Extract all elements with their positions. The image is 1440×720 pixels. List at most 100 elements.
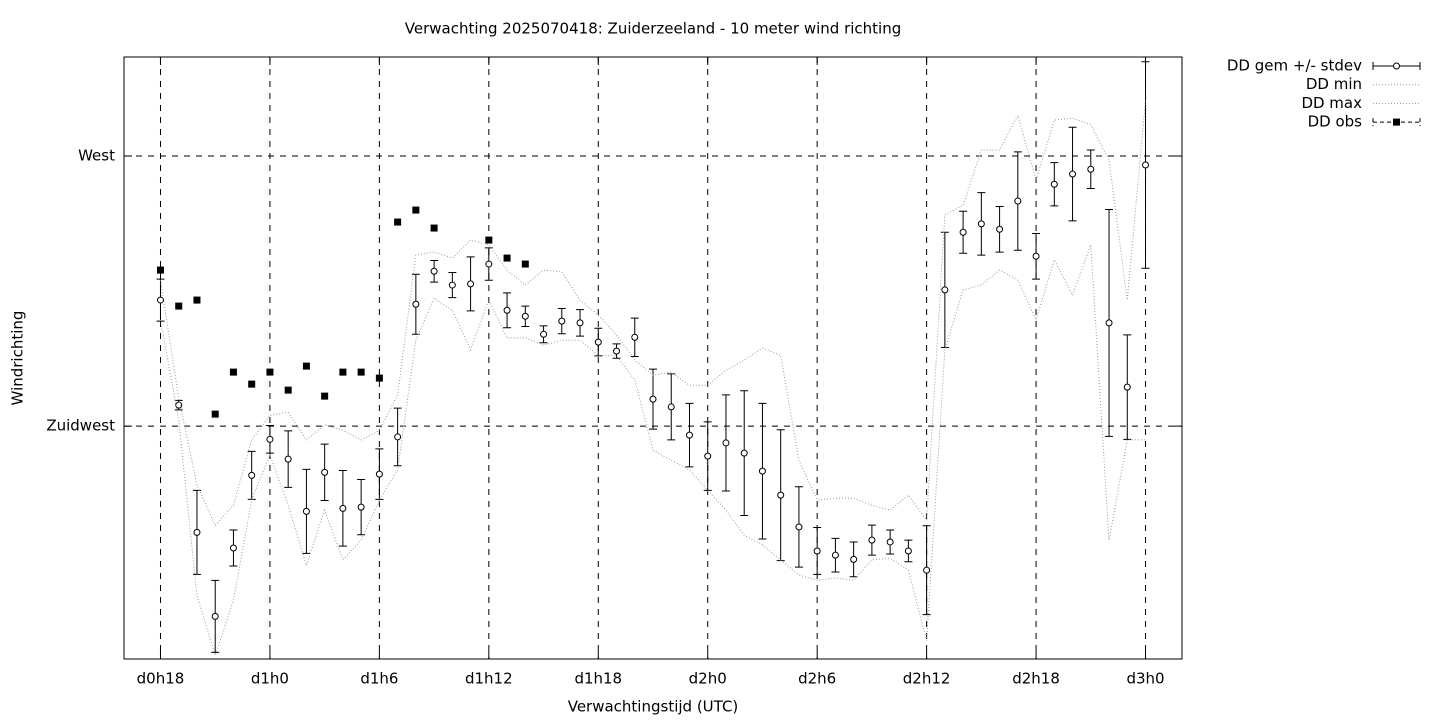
mean-marker (321, 468, 329, 476)
chart-title: Verwachting 2025070418: Zuiderzeeland - … (405, 20, 901, 38)
mean-marker (357, 503, 365, 511)
legend-label: DD obs (1308, 113, 1363, 131)
legend-sample (1393, 62, 1400, 70)
mean-marker (613, 347, 621, 355)
x-tick-label: d1h18 (574, 670, 622, 688)
x-tick-label: d1h12 (465, 670, 513, 688)
x-tick-label: d2h6 (798, 670, 836, 688)
obs-marker (193, 296, 201, 304)
mean-marker (467, 280, 475, 288)
legend-label: DD min (1306, 75, 1362, 93)
x-tick-label: d1h6 (360, 670, 398, 688)
mean-marker (631, 333, 639, 341)
mean-marker (448, 281, 456, 289)
mean-marker (394, 433, 402, 441)
mean-marker (740, 449, 748, 457)
mean-marker (649, 395, 657, 403)
obs-marker (521, 260, 529, 268)
mean-marker (959, 228, 967, 236)
mean-marker (977, 220, 985, 228)
mean-marker (175, 401, 183, 409)
obs-marker (375, 374, 383, 382)
mean-marker (284, 455, 292, 463)
x-axis-label: Verwachtingstijd (UTC) (568, 698, 739, 716)
mean-marker (594, 338, 602, 346)
mean-marker (685, 431, 693, 439)
mean-marker (1105, 319, 1113, 327)
legend-label: DD gem +/- stdev (1227, 57, 1362, 75)
mean-marker (375, 470, 383, 478)
mean-marker (229, 544, 237, 552)
obs-marker (503, 254, 511, 262)
mean-marker (248, 471, 256, 479)
mean-marker (540, 330, 548, 338)
mean-marker (485, 260, 493, 268)
mean-marker (156, 296, 164, 304)
obs-marker (485, 236, 493, 244)
obs-marker (266, 368, 274, 376)
mean-marker (704, 452, 712, 460)
obs-marker (357, 368, 365, 376)
mean-marker (1032, 252, 1040, 260)
mean-marker (850, 555, 858, 563)
mean-marker (722, 439, 730, 447)
mean-marker (302, 507, 310, 515)
legend-label: DD max (1301, 94, 1362, 112)
mean-marker (886, 538, 894, 546)
mean-marker (558, 317, 566, 325)
x-tick-label: d1h0 (251, 670, 289, 688)
obs-marker (430, 224, 438, 232)
mean-marker (777, 491, 785, 499)
mean-marker (503, 306, 511, 314)
mean-marker (412, 300, 420, 308)
mean-marker (941, 286, 949, 294)
mean-marker (1142, 161, 1150, 169)
mean-marker (211, 612, 219, 620)
obs-marker (394, 218, 402, 226)
mean-marker (1069, 170, 1077, 178)
obs-marker (302, 362, 310, 370)
mean-marker (831, 551, 839, 559)
mean-marker (339, 504, 347, 512)
x-tick-label: d0h18 (137, 670, 185, 688)
obs-marker (412, 206, 420, 214)
obs-marker (339, 368, 347, 376)
mean-marker (758, 467, 766, 475)
mean-marker (1050, 180, 1058, 188)
mean-marker (521, 312, 529, 320)
obs-marker (156, 266, 164, 274)
obs-marker (175, 302, 183, 310)
dotted-line (159, 100, 1147, 527)
obs-marker (284, 386, 292, 394)
mean-marker (868, 536, 876, 544)
y-tick-label: Zuidwest (46, 417, 115, 435)
y-axis-label: Windrichting (9, 311, 27, 406)
legend-sample (1393, 118, 1400, 126)
mean-marker (1014, 197, 1022, 205)
obs-marker (211, 410, 219, 418)
plot-border (123, 56, 1183, 660)
mean-marker (996, 225, 1004, 233)
mean-marker (1123, 383, 1131, 391)
mean-marker (193, 528, 201, 536)
x-tick-label: d2h12 (903, 670, 951, 688)
obs-marker (229, 368, 237, 376)
x-tick-label: d2h18 (1012, 670, 1060, 688)
x-tick-label: d2h0 (689, 670, 727, 688)
mean-marker (813, 547, 821, 555)
obs-marker (248, 380, 256, 388)
x-tick-label: d3h0 (1126, 670, 1164, 688)
mean-marker (266, 435, 274, 443)
mean-marker (1087, 165, 1095, 173)
mean-marker (430, 267, 438, 275)
dotted-line (159, 244, 1146, 658)
y-tick-label: West (78, 147, 115, 165)
mean-marker (576, 319, 584, 327)
mean-marker (904, 547, 912, 555)
obs-marker (321, 392, 329, 400)
mean-marker (923, 566, 931, 574)
mean-marker (667, 403, 675, 411)
mean-marker (795, 523, 803, 531)
